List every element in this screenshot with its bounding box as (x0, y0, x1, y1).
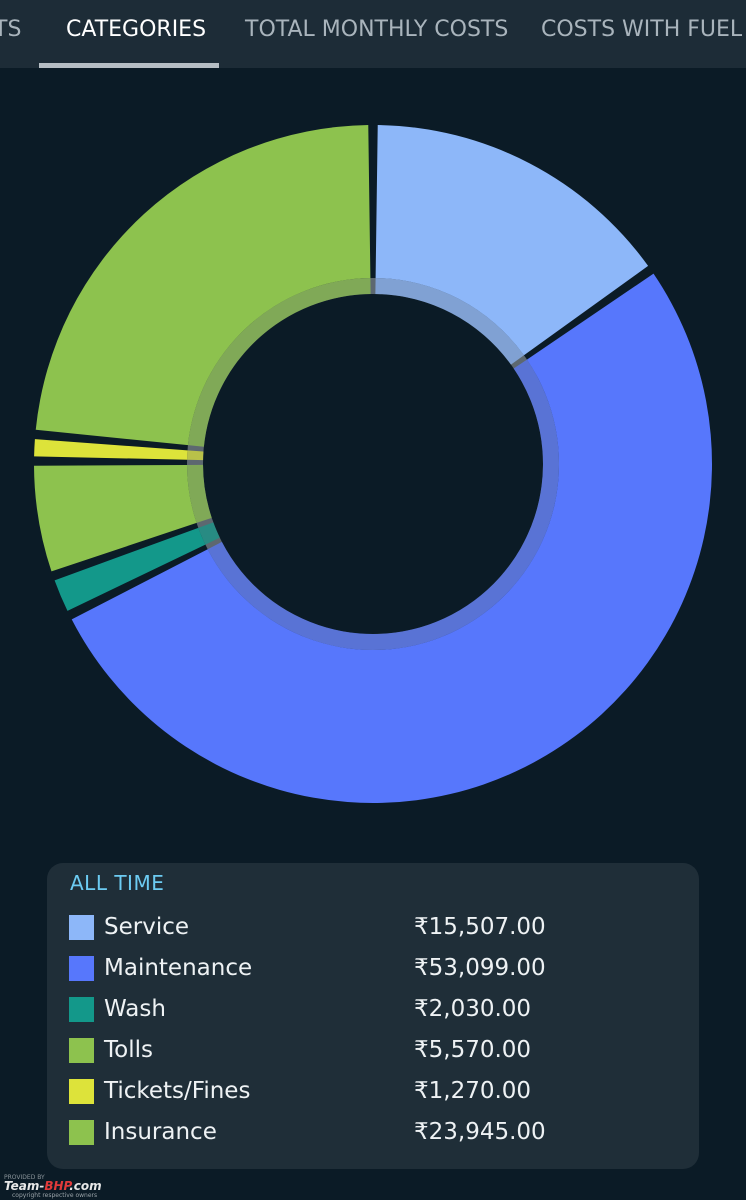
category-donut-chart (34, 125, 713, 803)
legend-swatch (69, 997, 94, 1022)
donut-inner-band-insurance (187, 278, 371, 447)
legend-card: ALL TIME Service ₹15,507.00 Maintenance … (47, 863, 699, 1169)
legend-label: Tolls (104, 1037, 153, 1063)
active-tab-indicator (39, 63, 219, 68)
donut-slice-tolls[interactable] (34, 464, 197, 572)
donut-slice-tickets-fines[interactable] (34, 439, 188, 460)
legend-value: ₹2,030.00 (414, 996, 532, 1022)
legend-item-maintenance: Maintenance ₹53,099.00 (69, 951, 679, 985)
legend-label: Service (104, 914, 190, 940)
watermark-brand-highlight: BHP (44, 1179, 70, 1193)
watermark-brand-prefix: Team- (4, 1179, 45, 1193)
donut-slice-service[interactable] (375, 125, 649, 356)
donut-inner-band-wash (198, 522, 220, 545)
legend-title: ALL TIME (70, 871, 165, 895)
legend-item-service: Service ₹15,507.00 (69, 910, 679, 944)
legend-item-insurance: Insurance ₹23,945.00 (69, 1115, 679, 1149)
watermark-small-text: PROVIDED BY (4, 1174, 45, 1181)
legend-swatch (69, 1120, 94, 1145)
legend-swatch (69, 1038, 94, 1063)
legend-value: ₹53,099.00 (414, 955, 546, 981)
legend-swatch (69, 915, 94, 940)
legend-swatch (69, 1079, 94, 1104)
donut-inner-band-tolls (187, 464, 212, 523)
donut-inner-band-service (375, 278, 524, 365)
legend-label: Tickets/Fines (104, 1078, 251, 1104)
tab-partial[interactable]: TS (0, 17, 22, 42)
legend-swatch (69, 956, 94, 981)
donut-inner-band-tickets-fines (187, 450, 204, 461)
tab-categories[interactable]: CATEGORIES (66, 17, 207, 42)
legend-label: Maintenance (104, 955, 253, 981)
watermark-brand: Team-BHP.com (4, 1179, 102, 1193)
watermark: PROVIDED BY Team-BHP.com copyright respe… (4, 1174, 134, 1199)
legend-label: Insurance (104, 1119, 217, 1145)
watermark-brand-suffix: .com (69, 1179, 102, 1193)
tab-bar: TS CATEGORIES TOTAL MONTHLY COSTS COSTS … (0, 0, 746, 68)
donut-slice-wash[interactable] (54, 527, 206, 611)
donut-slice-insurance[interactable] (35, 125, 371, 446)
legend-value: ₹5,570.00 (414, 1037, 532, 1063)
tab-total-monthly-costs[interactable]: TOTAL MONTHLY COSTS (245, 17, 509, 42)
legend-item-tolls: Tolls ₹5,570.00 (69, 1033, 679, 1067)
donut-slice-maintenance[interactable] (71, 273, 713, 803)
tab-costs-with-fuel[interactable]: COSTS WITH FUEL (541, 17, 743, 42)
watermark-tagline: copyright respective owners (12, 1192, 98, 1199)
legend-label: Wash (104, 996, 166, 1022)
legend-value: ₹15,507.00 (414, 914, 546, 940)
legend-item-wash: Wash ₹2,030.00 (69, 992, 679, 1026)
legend-value: ₹23,945.00 (414, 1119, 546, 1145)
legend-value: ₹1,270.00 (414, 1078, 532, 1104)
legend-item-tickets-fines: Tickets/Fines ₹1,270.00 (69, 1074, 679, 1108)
